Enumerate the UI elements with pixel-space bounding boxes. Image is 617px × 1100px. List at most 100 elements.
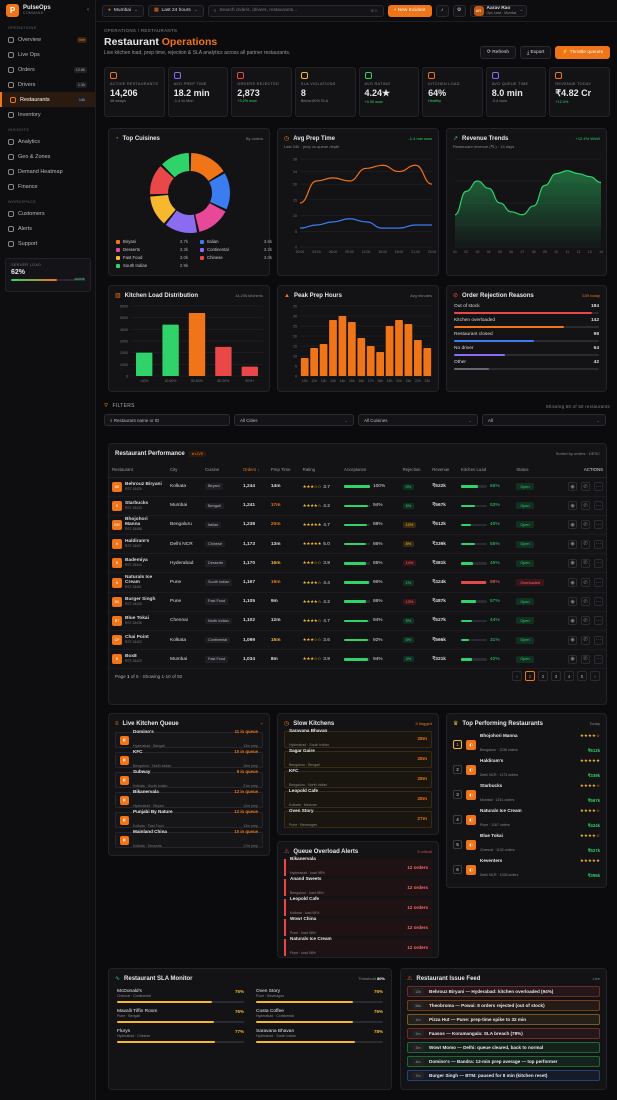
feed-item[interactable]: 3m Wow! Momo — Delhi: queue cleared, back… bbox=[407, 1042, 600, 1053]
top-item[interactable]: 6 ◧ Keventers Delhi NCR · 1028 orders ★★★★★ ₹… bbox=[453, 857, 600, 882]
column-header[interactable]: Prep Time bbox=[267, 463, 300, 478]
sidebar-item-inventory[interactable]: Inventory bbox=[0, 107, 95, 122]
refresh-button[interactable]: ⟳ Refresh bbox=[479, 46, 517, 59]
more-icon[interactable]: ⋯ bbox=[594, 558, 603, 568]
view-icon[interactable]: ◉ bbox=[568, 578, 577, 588]
sla-item[interactable]: McDonald's 75% Chennai · Continental bbox=[117, 989, 244, 1003]
table-row[interactable]: H Haldiram's RST-18407 Delhi NCR Chinese 1,17… bbox=[109, 534, 606, 555]
global-search-input[interactable]: ⌕ Search orders, drivers, restaurants... ⌘… bbox=[207, 4, 384, 17]
plus-icon[interactable]: + bbox=[260, 721, 263, 726]
slow-item[interactable]: Leopold Cafe Kolkata · Mexican 28m bbox=[284, 788, 432, 808]
top-item[interactable]: 4 ◧ Naturals Ice Cream Pune · 1167 orders ★★… bbox=[453, 807, 600, 832]
time-range-select[interactable]: ▦ Last 24 hours ⌄ bbox=[148, 4, 204, 17]
call-icon[interactable]: ✆ bbox=[581, 597, 590, 607]
more-icon[interactable]: ⋯ bbox=[594, 597, 603, 607]
page-button[interactable]: 3 bbox=[551, 671, 561, 682]
page-button[interactable]: 2 bbox=[538, 671, 548, 682]
settings-button[interactable]: ⚙ bbox=[452, 4, 466, 17]
slow-item[interactable]: Saravana Bhavan Hyderabad · South Indian 2… bbox=[284, 728, 432, 748]
call-icon[interactable]: ✆ bbox=[581, 520, 590, 530]
sidebar-item-live-ops[interactable]: Live Ops bbox=[0, 47, 95, 62]
cuisine-filter-select[interactable]: All Cuisines ⌄ bbox=[358, 414, 478, 426]
restaurant-search-input[interactable]: ⌕ Restaurant name or ID bbox=[104, 414, 230, 426]
sla-item[interactable]: Mavalli Tiffin Room 76% Pune · Bengali bbox=[117, 1009, 244, 1023]
call-icon[interactable]: ✆ bbox=[581, 539, 590, 549]
view-icon[interactable]: ◉ bbox=[568, 539, 577, 549]
sidebar-item-customers[interactable]: Customers bbox=[0, 206, 95, 221]
page-button[interactable]: 1 bbox=[525, 671, 535, 682]
sla-item[interactable]: Flurys 77% Hyderabad · Chinese bbox=[117, 1029, 244, 1043]
column-header[interactable]: Restaurant bbox=[109, 463, 167, 478]
column-header[interactable]: Rating bbox=[299, 463, 341, 478]
overload-item[interactable]: Wow! China Pune · load 98% 12 orders bbox=[284, 916, 432, 936]
more-icon[interactable]: ⋯ bbox=[594, 482, 603, 492]
table-row[interactable]: BT Blue Tokai RST-18438 Chennai North Indian… bbox=[109, 611, 606, 632]
new-incident-button[interactable]: + New Incident bbox=[387, 4, 432, 17]
view-icon[interactable]: ◉ bbox=[568, 558, 577, 568]
column-header[interactable]: Acceptance bbox=[340, 463, 400, 478]
overload-item[interactable]: Leopold Cafe Kolkata · load 98% 12 orders bbox=[284, 896, 432, 916]
column-header[interactable]: Status bbox=[513, 463, 556, 478]
view-icon[interactable]: ◉ bbox=[568, 635, 577, 645]
more-icon[interactable]: ⋯ bbox=[594, 539, 603, 549]
column-header[interactable]: City bbox=[167, 463, 202, 478]
notifications-button[interactable]: ♪ bbox=[435, 4, 449, 17]
sidebar-item-analytics[interactable]: Analytics bbox=[0, 134, 95, 149]
queue-item[interactable]: ◧ Bikanervala Hyderabad · Biryani 12 in que… bbox=[115, 789, 263, 808]
slow-item[interactable]: KFC Bengaluru · North Indian 28m bbox=[284, 768, 432, 788]
top-item[interactable]: 1 ◧ Bhojohori Manna Bengaluru · 1238 orders… bbox=[453, 732, 600, 757]
more-icon[interactable]: ⋯ bbox=[594, 635, 603, 645]
column-header[interactable]: Orders ↓ bbox=[240, 463, 268, 478]
queue-item[interactable]: ◧ Domino's Hyderabad · Bengali 11 in queue 1… bbox=[115, 729, 263, 748]
queue-item[interactable]: ◧ Mainland China Kolkata · Desserts 10 in q… bbox=[115, 829, 263, 848]
call-icon[interactable]: ✆ bbox=[581, 558, 590, 568]
feed-item[interactable]: 38s Theobroma — Powai: 8 orders rejected … bbox=[407, 1000, 600, 1011]
overload-item[interactable]: Naturals Ice Cream Pune · load 98% 12 orde… bbox=[284, 936, 432, 956]
view-icon[interactable]: ◉ bbox=[568, 654, 577, 664]
top-item[interactable]: 2 ◧ Haldiram's Delhi NCR · 1173 orders ★★★★★… bbox=[453, 757, 600, 782]
page-button[interactable]: 5 bbox=[577, 671, 587, 682]
more-icon[interactable]: ⋯ bbox=[594, 616, 603, 626]
feed-item[interactable]: 4m Domino's — Bandra: 12-min prep average… bbox=[407, 1056, 600, 1067]
sidebar-item-orders[interactable]: Orders 12.8k bbox=[0, 62, 95, 77]
table-row[interactable]: B Bademiya RST-18444 Hyderabad Desserts 1,170… bbox=[109, 553, 606, 574]
column-header[interactable]: Cuisine bbox=[202, 463, 240, 478]
page-button[interactable]: 4 bbox=[564, 671, 574, 682]
view-icon[interactable]: ◉ bbox=[568, 616, 577, 626]
sla-item[interactable]: Saravana Bhavan 78% Hyderabad · South Indi… bbox=[256, 1029, 383, 1043]
top-item[interactable]: 5 ◧ Blue Tokai Chennai · 1102 orders ★★★★☆ ₹5… bbox=[453, 832, 600, 857]
sidebar-item-drivers[interactable]: Drivers 1.3k bbox=[0, 77, 95, 92]
column-header[interactable]: Kitchen Load bbox=[458, 463, 514, 478]
table-row[interactable]: BS Burger Singh RST-18430 Pune Fast Food 1,10… bbox=[109, 592, 606, 612]
sla-item[interactable]: Oven Story 76% Pune · Beverages bbox=[256, 989, 383, 1003]
sidebar-item-alerts[interactable]: Alerts bbox=[0, 221, 95, 236]
slow-item[interactable]: Sagar Gaire Bengaluru · Bengali 28m bbox=[284, 748, 432, 768]
slow-item[interactable]: Oven Story Pune · Beverages 27m bbox=[284, 808, 432, 828]
city-filter-select[interactable]: All Cities ⌄ bbox=[234, 414, 354, 426]
call-icon[interactable]: ✆ bbox=[581, 654, 590, 664]
overload-item[interactable]: Anand Sweets Bengaluru · load 98% 12 order… bbox=[284, 876, 432, 896]
queue-item[interactable]: ◧ Subway Kolkata · South Indian 9 in queue 2… bbox=[115, 769, 263, 788]
feed-item[interactable]: 7m Burger Singh — BTM: paused for 8 min (… bbox=[407, 1070, 600, 1081]
view-icon[interactable]: ◉ bbox=[568, 520, 577, 530]
sidebar-item-restaurants[interactable]: Restaurants 14k bbox=[0, 92, 95, 107]
collapse-sidebar-icon[interactable]: ‹ bbox=[87, 7, 89, 13]
queue-item[interactable]: ◧ Punjabi By Nature Kolkata · Fast Food 12 … bbox=[115, 809, 263, 828]
overload-item[interactable]: Bikanervala Hyderabad · load 98% 12 orders bbox=[284, 856, 432, 876]
table-row[interactable]: BB Behrouz Biryani RST-18426 Kolkata Biryani… bbox=[109, 477, 606, 497]
sidebar-item-overview[interactable]: Overview live bbox=[0, 32, 95, 47]
feed-item[interactable]: 12s Behrouz Biryani — Hyderabad: kitchen … bbox=[407, 986, 600, 997]
city-select[interactable]: ● Mumbai ⌄ bbox=[102, 4, 144, 17]
feed-item[interactable]: 1m Pizza Hut — Pune: prep-time spike to 3… bbox=[407, 1014, 600, 1025]
more-icon[interactable]: ⋯ bbox=[594, 501, 603, 511]
feed-item[interactable]: 2m Faasos — Koramangala: SLA breach (78%) bbox=[407, 1028, 600, 1039]
sla-item[interactable]: Costa Coffee 76% Hyderabad · Continental bbox=[256, 1009, 383, 1023]
call-icon[interactable]: ✆ bbox=[581, 578, 590, 588]
throttle-queues-button[interactable]: ⚡ Throttle queues bbox=[555, 46, 610, 59]
page-button[interactable]: ‹ bbox=[512, 671, 522, 682]
sidebar-item-finance[interactable]: Finance bbox=[0, 179, 95, 194]
column-header[interactable]: Rejection bbox=[399, 463, 430, 478]
queue-item[interactable]: ◧ KFC Bengaluru · North Indian 10 in queue 1… bbox=[115, 749, 263, 768]
sidebar-item-support[interactable]: Support bbox=[0, 236, 95, 251]
sidebar-item-geo[interactable]: Geo & Zones bbox=[0, 149, 95, 164]
